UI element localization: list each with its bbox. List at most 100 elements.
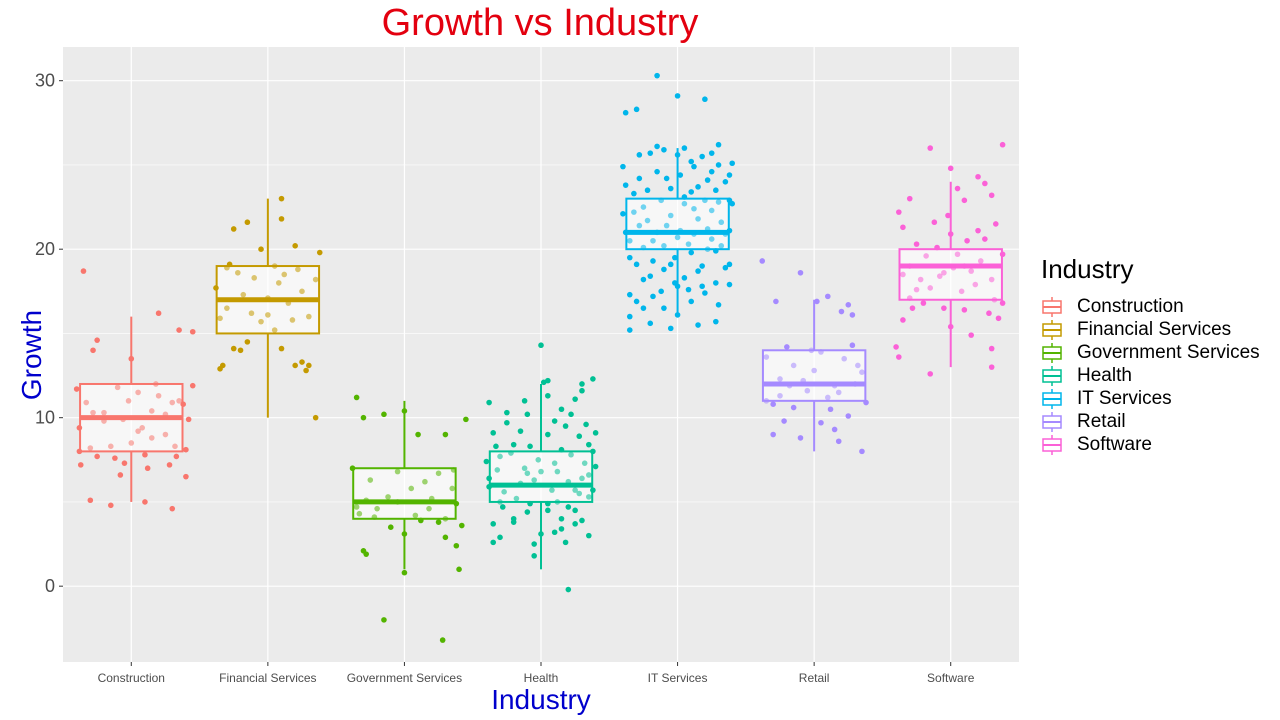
data-point — [371, 514, 378, 520]
data-point — [790, 362, 797, 369]
data-point — [501, 489, 507, 495]
data-point — [626, 237, 633, 244]
data-point — [128, 440, 135, 446]
data-point — [831, 426, 838, 433]
data-point — [240, 291, 247, 298]
data-point — [797, 435, 804, 441]
data-point — [449, 485, 456, 492]
data-point — [592, 430, 599, 436]
data-point — [992, 221, 999, 227]
data-point — [590, 487, 596, 493]
data-point — [87, 445, 94, 451]
data-point — [353, 504, 360, 510]
data-point — [490, 521, 497, 527]
data-point — [852, 381, 858, 387]
data-point — [166, 462, 173, 468]
data-point — [316, 249, 323, 256]
data-point — [579, 387, 585, 394]
legend-item: Retail — [1041, 410, 1260, 433]
data-point — [87, 497, 94, 504]
data-point — [549, 487, 555, 493]
data-point — [114, 384, 121, 391]
data-point — [540, 379, 547, 386]
data-point — [626, 254, 633, 261]
data-point — [381, 617, 387, 623]
data-point — [631, 209, 637, 215]
data-point — [913, 241, 920, 247]
x-tick-label: Software — [927, 671, 975, 685]
data-point — [162, 431, 169, 438]
data-point — [381, 411, 387, 418]
data-point — [579, 381, 585, 387]
data-point — [674, 234, 681, 241]
data-point — [524, 470, 531, 477]
data-point — [968, 332, 974, 338]
data-point — [934, 244, 940, 251]
data-point — [620, 163, 626, 170]
data-point — [292, 362, 298, 369]
data-point — [977, 258, 984, 264]
legend-items: Construction Financial Services Government… — [1041, 295, 1260, 456]
data-point — [581, 460, 588, 466]
data-point — [654, 168, 660, 175]
legend-key-icon — [1042, 434, 1062, 455]
data-point — [586, 532, 592, 539]
data-point — [101, 409, 107, 416]
data-point — [947, 165, 954, 172]
data-point — [695, 322, 701, 328]
data-point — [108, 443, 114, 450]
data-point — [726, 197, 733, 204]
data-point — [718, 219, 725, 226]
data-point — [148, 408, 155, 414]
data-point — [303, 367, 309, 374]
data-point — [513, 495, 520, 502]
data-point — [463, 416, 469, 423]
data-point — [275, 280, 282, 286]
data-point — [408, 485, 415, 492]
data-point — [554, 468, 561, 475]
data-point — [941, 269, 947, 276]
data-point — [360, 414, 367, 421]
data-point — [363, 497, 369, 504]
data-point — [988, 364, 995, 370]
points-layer — [73, 72, 1006, 643]
data-point — [658, 197, 664, 204]
data-point — [708, 168, 715, 175]
data-point — [644, 187, 651, 194]
data-point — [422, 478, 428, 485]
data-point — [173, 453, 180, 460]
data-point — [185, 416, 192, 423]
data-point — [786, 382, 793, 389]
data-point — [763, 398, 770, 404]
data-point — [622, 229, 629, 236]
data-point — [278, 195, 285, 202]
data-point — [418, 517, 424, 524]
box-body — [352, 467, 457, 520]
data-point — [713, 187, 719, 194]
data-point — [841, 355, 847, 362]
data-point — [510, 441, 517, 448]
data-point — [142, 451, 148, 458]
data-point — [527, 443, 533, 450]
data-point — [90, 347, 96, 354]
data-point — [172, 443, 178, 450]
data-point — [76, 424, 83, 431]
data-point — [497, 534, 503, 541]
data-point — [640, 276, 647, 283]
data-point — [558, 515, 565, 522]
data-point — [691, 205, 697, 212]
data-point — [691, 231, 697, 237]
data-point — [299, 288, 305, 295]
data-point — [975, 173, 981, 180]
data-point — [524, 411, 531, 418]
data-point — [394, 468, 401, 475]
data-point — [458, 522, 465, 529]
data-point — [827, 406, 834, 413]
data-point — [453, 542, 460, 549]
data-point — [715, 162, 722, 168]
y-tick-label: 0 — [45, 576, 55, 596]
data-point — [958, 288, 965, 295]
data-point — [135, 428, 141, 434]
data-point — [590, 448, 596, 455]
data-point — [583, 421, 589, 428]
